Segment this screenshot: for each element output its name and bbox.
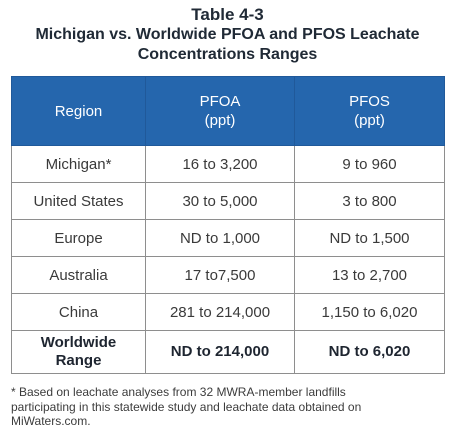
table-row: Australia 17 to7,500 13 to 2,700 xyxy=(11,256,445,294)
pfos-cell: 13 to 2,700 xyxy=(294,256,445,294)
region-cell: China xyxy=(11,293,146,331)
region-cell: Europe xyxy=(11,219,146,257)
header-pfoa-label: PFOA xyxy=(199,93,241,110)
region-cell: Michigan* xyxy=(11,145,146,183)
header-pfos-label: PFOS xyxy=(349,93,390,110)
pfos-cell: ND to 1,500 xyxy=(294,219,445,257)
footnote-line: MiWaters.com. xyxy=(11,414,91,428)
concentration-table: Region PFOA (ppt) PFOS (ppt) Michigan* 1… xyxy=(11,76,445,374)
table-title-line-1: Michigan vs. Worldwide PFOA and PFOS Lea… xyxy=(35,26,420,43)
pfos-cell: 3 to 800 xyxy=(294,182,445,220)
worldwide-label: Worldwide xyxy=(40,334,117,351)
table-number: Table 4-3 xyxy=(191,5,264,24)
footnote-line: * Based on leachate analyses from 32 MWR… xyxy=(11,385,346,399)
header-region: Region xyxy=(11,76,146,146)
table-row: Michigan* 16 to 3,200 9 to 960 xyxy=(11,145,445,183)
header-pfoa: PFOA (ppt) xyxy=(145,76,295,146)
pfos-cell: ND to 6,020 xyxy=(294,330,445,374)
region-cell: Australia xyxy=(11,256,146,294)
footnote-line: participating in this statewide study an… xyxy=(11,399,362,414)
pfos-cell: 1,150 to 6,020 xyxy=(294,293,445,331)
table-row: China 281 to 214,000 1,150 to 6,020 xyxy=(11,293,445,331)
pfoa-cell: 17 to7,500 xyxy=(145,256,295,294)
pfoa-cell: 16 to 3,200 xyxy=(145,145,295,183)
header-region-label: Region xyxy=(54,102,103,120)
pfos-cell: 9 to 960 xyxy=(294,145,445,183)
region-cell: United States xyxy=(11,182,146,220)
pfoa-cell: 30 to 5,000 xyxy=(145,182,295,220)
table-title-line-2: Concentrations Ranges xyxy=(137,46,318,63)
worldwide-range-row: Worldwide Range ND to 214,000 ND to 6,02… xyxy=(11,330,445,374)
header-pfos: PFOS (ppt) xyxy=(294,76,445,146)
pfoa-cell: 281 to 214,000 xyxy=(145,293,295,331)
table-row: United States 30 to 5,000 3 to 800 xyxy=(11,182,445,220)
table-row: Europe ND to 1,000 ND to 1,500 xyxy=(11,219,445,257)
header-pfoa-unit: (ppt) xyxy=(204,112,236,129)
header-pfos-unit: (ppt) xyxy=(354,112,385,129)
pfoa-cell: ND to 214,000 xyxy=(145,330,295,374)
footnote: * Based on leachate analyses from 32 MWR… xyxy=(11,385,451,429)
pfoa-cell: ND to 1,000 xyxy=(145,219,295,257)
header-row: Region PFOA (ppt) PFOS (ppt) xyxy=(11,76,445,146)
region-cell: Worldwide Range xyxy=(11,330,146,374)
range-label: Range xyxy=(55,352,102,369)
table-title: Table 4-3 Michigan vs. Worldwide PFOA an… xyxy=(0,0,455,65)
